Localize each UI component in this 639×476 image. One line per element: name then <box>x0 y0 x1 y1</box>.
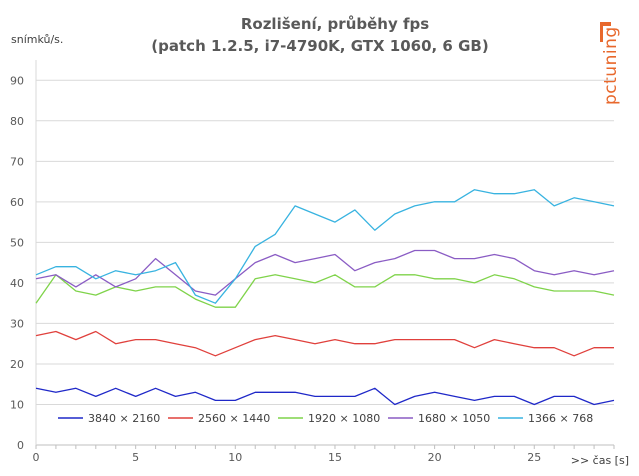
legend: 3840 × 2160 2560 × 1440 1920 × 1080 1680 × … <box>58 412 593 425</box>
y-axis-ticks: 0 10 20 30 40 50 60 70 80 90 <box>10 74 24 452</box>
x-tick-label: 15 <box>328 451 342 464</box>
pctuning-logo: pctuning <box>600 22 621 105</box>
legend-label: 1680 × 1050 <box>418 412 490 425</box>
pctuning-logo-mark <box>600 22 611 42</box>
legend-label: 3840 × 2160 <box>88 412 160 425</box>
y-tick-label: 50 <box>10 236 24 249</box>
y-tick-label: 30 <box>10 317 24 330</box>
x-tick-label: 10 <box>228 451 242 464</box>
legend-label: 1366 × 768 <box>528 412 593 425</box>
x-tick-label: 5 <box>132 451 139 464</box>
x-tick-label: 25 <box>527 451 541 464</box>
x-tick-label: 20 <box>428 451 442 464</box>
series-line-1920x1080 <box>35 274 615 308</box>
y-tick-label: 60 <box>10 196 24 209</box>
series-lines <box>35 189 615 406</box>
series-line-1366x768 <box>35 189 615 304</box>
y-tick-label: 20 <box>10 358 24 371</box>
series-line-3840x2160 <box>35 387 615 406</box>
y-tick-label: 80 <box>10 115 24 128</box>
series-line-1680x1050 <box>35 249 615 296</box>
y-tick-label: 10 <box>10 398 24 411</box>
y-tick-label: 40 <box>10 277 24 290</box>
x-axis-label: >> čas [s] <box>571 454 629 467</box>
y-tick-label: 70 <box>10 155 24 168</box>
y-tick-label: 0 <box>17 439 24 452</box>
legend-label: 1920 × 1080 <box>308 412 380 425</box>
x-tick-label: 0 <box>33 451 40 464</box>
legend-label: 2560 × 1440 <box>198 412 270 425</box>
pctuning-logo-text: pctuning <box>601 26 621 105</box>
y-tick-label: 90 <box>10 74 24 87</box>
chart-title-line-1: Rozlišení, průběhy fps <box>241 15 429 33</box>
x-axis-ticks: 0 5 10 15 20 25 <box>33 445 615 464</box>
y-axis-label: snímků/s. <box>11 33 63 46</box>
gridlines <box>35 60 614 446</box>
series-line-2560x1440 <box>35 330 614 357</box>
chart-title-line-2: (patch 1.2.5, i7-4790K, GTX 1060, 6 GB) <box>151 37 488 55</box>
